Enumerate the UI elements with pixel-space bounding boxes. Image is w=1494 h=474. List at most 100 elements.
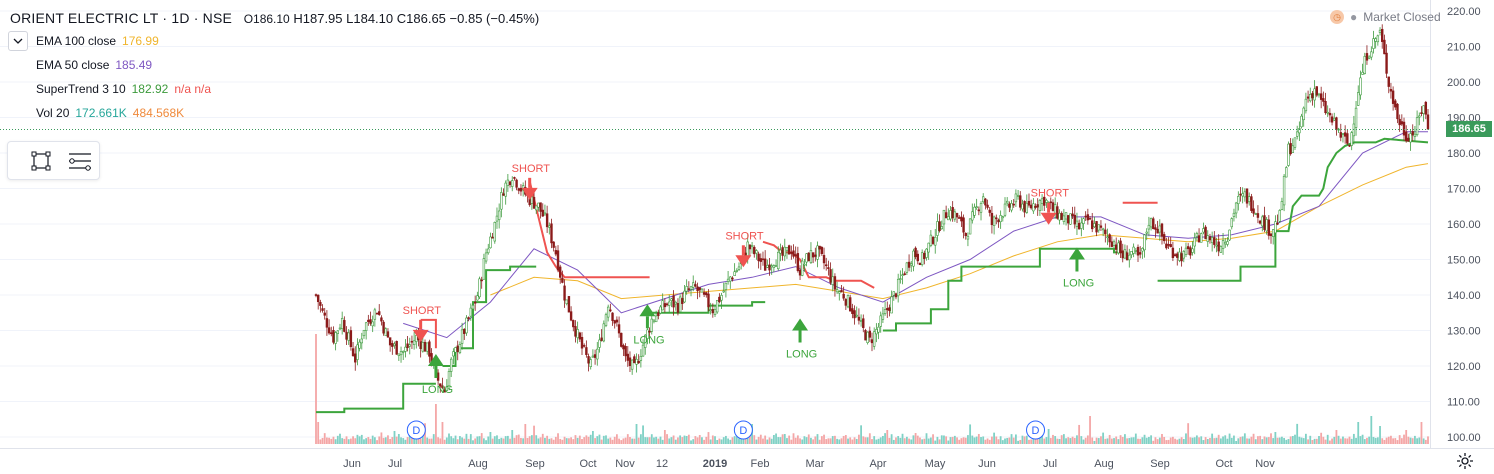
candle-body: [1084, 215, 1087, 218]
candle-body: [330, 332, 333, 335]
legend-collapse-button[interactable]: [8, 31, 28, 51]
indicator-supertrend[interactable]: SuperTrend 3 10 182.92 n/a n/a: [36, 82, 211, 96]
candle-body: [338, 327, 342, 330]
volume-bar: [544, 437, 546, 444]
indicator-ema100[interactable]: EMA 100 close 176.99: [36, 34, 159, 48]
object-tree-button[interactable]: [67, 149, 93, 173]
volume-bar: [1132, 437, 1135, 444]
volume-bar: [332, 436, 335, 444]
volume-bar: [633, 438, 636, 444]
candle-body: [790, 252, 793, 254]
candle-body: [1239, 193, 1242, 196]
candle-body: [938, 221, 941, 232]
candle-body: [399, 351, 403, 356]
volume-bar: [578, 435, 581, 444]
volume-bar: [1211, 433, 1214, 444]
volume-bar: [842, 435, 845, 444]
volume-bar: [1209, 437, 1211, 444]
candle-body: [737, 266, 741, 270]
rectangle-tool-button[interactable]: [28, 149, 54, 173]
volume-bar: [330, 438, 333, 444]
candle-body: [872, 331, 876, 347]
volume-bar: [1067, 437, 1070, 444]
volume-bar: [415, 439, 418, 444]
volume-bar: [1414, 435, 1416, 444]
candle-body: [955, 213, 959, 218]
volume-bar: [626, 434, 629, 444]
candle-body: [663, 303, 667, 308]
candle-body: [334, 332, 337, 344]
volume-bar: [1012, 437, 1015, 444]
short-signal-label: SHORT: [1031, 188, 1070, 200]
volume-bar: [620, 440, 623, 444]
time-axis-label: Jun: [978, 458, 996, 470]
settings-gear-icon[interactable]: [1456, 452, 1474, 470]
volume-bar: [1017, 440, 1019, 444]
volume-bar: [1339, 438, 1342, 444]
candle-body: [1141, 248, 1144, 252]
time-axis-label: Jul: [1043, 458, 1057, 470]
volume-bar: [779, 437, 782, 444]
indicator-volume[interactable]: Vol 20 172.661K 484.568K: [36, 106, 184, 120]
candle-body: [929, 234, 933, 246]
candle-body: [1136, 246, 1140, 256]
candle-body: [975, 206, 978, 208]
volume-bar: [847, 438, 849, 444]
volume-bar: [1178, 438, 1181, 444]
candle-body: [1173, 254, 1177, 257]
candle-body: [809, 250, 813, 263]
candle-body: [794, 254, 797, 256]
candle-body: [715, 300, 719, 313]
volume-bar: [685, 436, 688, 444]
volume-bar: [439, 438, 442, 444]
candle-body: [875, 329, 878, 335]
volume-bar: [1047, 429, 1050, 444]
candle-body: [478, 278, 481, 298]
candle-body: [1317, 93, 1321, 96]
volume-bar: [786, 438, 788, 444]
volume-bar: [818, 439, 821, 444]
candle-body: [779, 249, 782, 254]
market-status[interactable]: ◷ ● Market Closed: [1330, 10, 1441, 24]
candle-body: [454, 347, 457, 353]
volume-bar: [441, 422, 444, 444]
candle-body: [419, 340, 422, 349]
candle-body: [622, 345, 625, 350]
volume-bar: [770, 438, 773, 444]
volume-bar: [1139, 438, 1142, 444]
symbol-title[interactable]: ORIENT ELECTRIC LT · 1D · NSE: [10, 10, 233, 26]
candle-body: [1134, 250, 1138, 252]
volume-bar: [354, 438, 357, 444]
volume-bar: [1102, 432, 1105, 444]
candle-body: [513, 177, 516, 179]
volume-bar: [1239, 436, 1242, 444]
candle-body: [356, 344, 359, 360]
volume-bar: [1093, 440, 1096, 444]
volume-bar: [951, 436, 954, 444]
candle-body: [1010, 203, 1013, 211]
candle-body: [678, 296, 682, 313]
indicator-ema50[interactable]: EMA 50 close 185.49: [36, 58, 152, 72]
candle-body: [639, 356, 643, 361]
candle-body: [851, 308, 854, 314]
candle-body: [838, 291, 841, 294]
volume-bar: [648, 437, 651, 444]
candle-body: [1407, 137, 1410, 142]
volume-bar: [631, 438, 634, 444]
volume-bar: [988, 439, 991, 444]
volume-bar: [506, 435, 509, 444]
market-status-label: Market Closed: [1363, 10, 1441, 24]
volume-bar: [1357, 422, 1360, 444]
volume-bar: [1193, 437, 1196, 444]
volume-bar: [1355, 437, 1357, 444]
volume-bar: [1272, 438, 1275, 444]
candle-body: [766, 265, 769, 268]
volume-bar: [1291, 436, 1294, 444]
candle-body: [1040, 198, 1044, 204]
volume-bar: [1222, 436, 1224, 444]
volume-bar: [908, 438, 910, 444]
candle-body: [587, 356, 590, 364]
candle-body: [1073, 214, 1076, 225]
volume-bar: [720, 439, 723, 444]
